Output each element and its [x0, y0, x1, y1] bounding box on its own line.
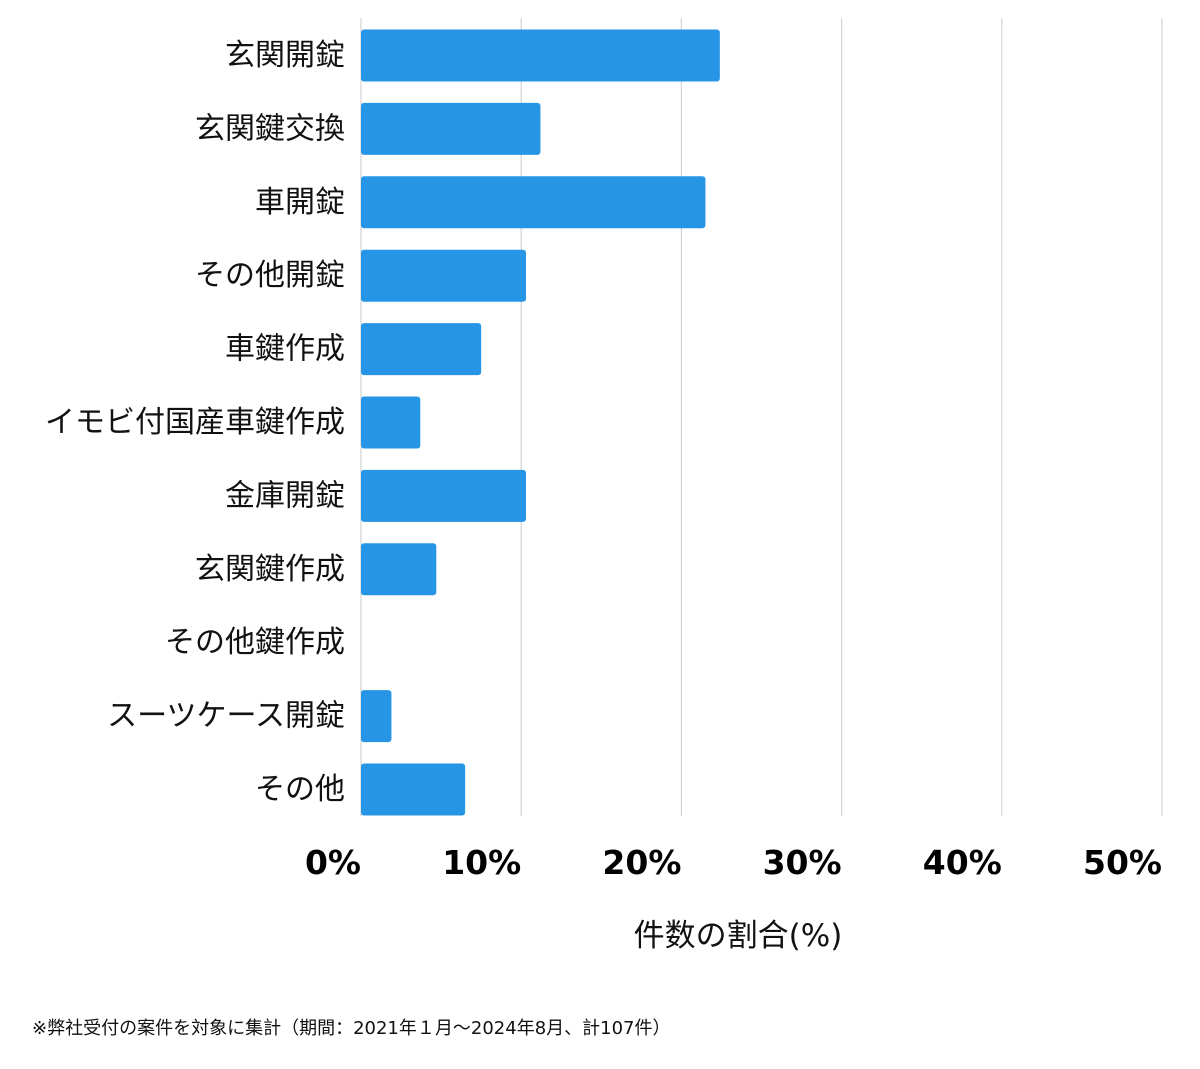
bar-3 — [361, 249, 527, 302]
bar-7 — [361, 543, 437, 596]
category-label-1: 玄関鍵交換 — [195, 111, 345, 146]
x-tick-label-20: 20% — [602, 843, 681, 882]
category-label-4: 車鍵作成 — [225, 332, 345, 367]
bar-9 — [361, 690, 392, 743]
bar-2 — [361, 176, 706, 229]
category-label-5: イモビ付国産車鍵作成 — [45, 405, 345, 440]
category-labels: 玄関開錠玄関鍵交換車開錠その他開錠車鍵作成イモビ付国産車鍵作成金庫開錠玄関鍵作成… — [45, 38, 345, 807]
category-label-9: スーツケース開錠 — [107, 699, 345, 734]
x-tick-label-10: 10% — [442, 843, 521, 882]
x-tick-label-50: 50% — [1083, 843, 1162, 882]
x-tick-label-40: 40% — [923, 843, 1002, 882]
category-label-2: 車開錠 — [255, 185, 345, 220]
x-tick-label-0: 0% — [305, 843, 361, 882]
bar-4 — [361, 323, 482, 376]
footnote: ※弊社受付の案件を対象に集計（期間：2021年１月〜2024年8月、計107件） — [32, 1018, 671, 1039]
bar-5 — [361, 396, 421, 449]
x-tick-labels: 0% 10% 20% 30% 40% 50% — [305, 843, 1162, 882]
category-label-0: 玄関開錠 — [225, 38, 345, 73]
category-label-7: 玄関鍵作成 — [195, 552, 345, 587]
category-label-10: その他 — [255, 772, 345, 807]
category-label-6: 金庫開錠 — [225, 478, 345, 513]
category-label-3: その他開錠 — [195, 258, 345, 293]
bars — [361, 29, 720, 816]
bar-0 — [361, 29, 720, 82]
category-label-8: その他鍵作成 — [165, 625, 345, 660]
x-tick-label-30: 30% — [763, 843, 842, 882]
bar-1 — [361, 102, 541, 155]
bar-6 — [361, 469, 527, 522]
bar-10 — [361, 763, 466, 816]
x-axis-title: 件数の割合(%) — [634, 918, 843, 954]
bar-chart: 玄関開錠玄関鍵交換車開錠その他開錠車鍵作成イモビ付国産車鍵作成金庫開錠玄関鍵作成… — [45, 18, 1163, 954]
